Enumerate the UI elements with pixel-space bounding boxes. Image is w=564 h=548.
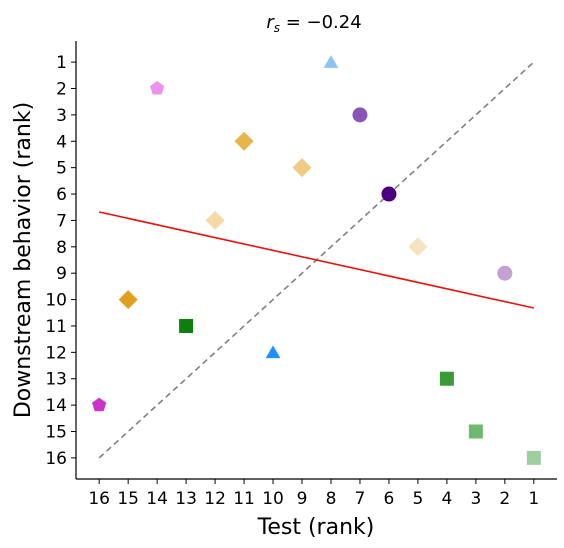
y-tick-label: 12 xyxy=(45,343,67,363)
x-tick-label: 10 xyxy=(262,489,284,509)
y-tick-label: 7 xyxy=(56,211,67,231)
y-tick-label: 8 xyxy=(56,238,67,258)
data-point-13 xyxy=(92,397,107,412)
data-point-11 xyxy=(265,345,281,359)
data-point-15 xyxy=(526,450,541,465)
plot-area xyxy=(92,55,541,465)
data-point-1 xyxy=(150,80,165,95)
data-point-4 xyxy=(292,158,312,178)
x-tick-label: 8 xyxy=(326,489,337,509)
regression-line xyxy=(99,211,534,309)
data-point-12 xyxy=(439,371,454,386)
title-variable: r xyxy=(266,12,275,33)
x-tick-label: 13 xyxy=(175,489,197,509)
y-tick-label: 14 xyxy=(45,396,67,416)
y-tick-label: 11 xyxy=(45,317,67,337)
x-tick-label: 15 xyxy=(117,489,139,509)
y-axis-label: Downstream behavior (rank) xyxy=(11,102,36,418)
x-tick-label: 2 xyxy=(499,489,510,509)
y-tick-label: 5 xyxy=(56,159,67,179)
y-tick-label: 10 xyxy=(45,291,67,311)
data-point-6 xyxy=(205,210,225,230)
y-tick-label: 15 xyxy=(45,423,67,443)
data-point-10 xyxy=(179,318,194,333)
x-tick-label: 11 xyxy=(233,489,255,509)
y-tick-label: 2 xyxy=(56,79,67,99)
title-subscript: s xyxy=(274,21,280,35)
y-tick-label: 3 xyxy=(56,106,67,126)
chart-title: rs = −0.24 xyxy=(266,12,361,35)
x-tick-label: 7 xyxy=(355,489,366,509)
y-tick-label: 9 xyxy=(56,264,67,284)
y-tick-label: 16 xyxy=(45,449,67,469)
x-tick-label: 6 xyxy=(384,489,395,509)
x-tick-label: 12 xyxy=(204,489,226,509)
data-point-9 xyxy=(118,290,138,310)
data-point-14 xyxy=(468,424,483,439)
x-tick-label: 16 xyxy=(88,489,110,509)
x-ticks: 16 15 14 13 12 11 10 9 8 7 6 5 4 3 2 1 xyxy=(88,479,539,509)
y-tick-label: 1 xyxy=(56,53,67,73)
x-tick-label: 14 xyxy=(146,489,168,509)
y-tick-label: 4 xyxy=(56,132,67,152)
data-point-0 xyxy=(323,55,339,68)
x-tick-label: 9 xyxy=(297,489,308,509)
data-point-7 xyxy=(408,237,428,257)
data-point-8 xyxy=(497,265,513,281)
x-tick-label: 3 xyxy=(470,489,481,509)
x-axis-label: Test (rank) xyxy=(257,515,375,540)
y-tick-label: 13 xyxy=(45,370,67,390)
x-tick-label: 1 xyxy=(528,489,539,509)
title-value: = −0.24 xyxy=(280,12,362,33)
data-point-5 xyxy=(381,186,397,202)
x-tick-label: 4 xyxy=(441,489,452,509)
x-tick-label: 5 xyxy=(413,489,424,509)
data-point-2 xyxy=(352,107,368,123)
y-tick-label: 6 xyxy=(56,185,67,205)
data-point-3 xyxy=(234,131,254,151)
